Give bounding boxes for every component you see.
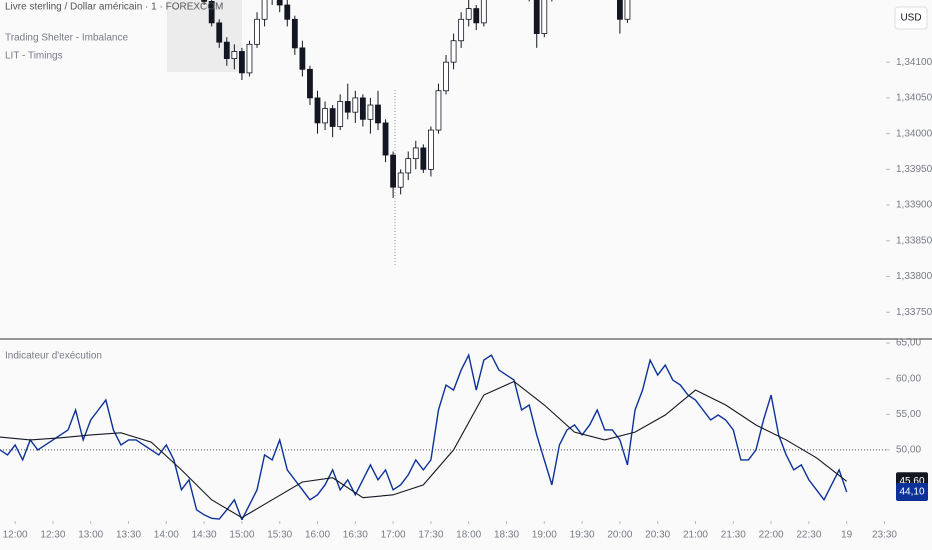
x-tick-label: 18:30 — [494, 530, 519, 541]
y-tick-label: 1,33800 — [896, 271, 932, 282]
x-tick-label: 19:30 — [570, 530, 595, 541]
candle-body — [458, 18, 465, 42]
candle-body — [420, 147, 427, 170]
candle-body — [435, 90, 442, 131]
x-tick-label: 12:30 — [40, 530, 65, 541]
x-tick-label: 19 — [841, 530, 853, 541]
x-tick-label: 13:30 — [116, 530, 141, 541]
x-tick-label: 14:30 — [192, 530, 217, 541]
last-value-box — [896, 482, 928, 501]
indicator-plot — [0, 353, 886, 520]
x-tick-label: 13:00 — [78, 530, 103, 541]
candle-body — [337, 101, 344, 127]
x-tick-label: 16:30 — [343, 530, 368, 541]
imbalance-zone — [167, 0, 242, 72]
candle-body — [201, 0, 208, 2]
x-tick-label: 22:30 — [796, 530, 821, 541]
y-tick-label: 1,34100 — [896, 57, 932, 68]
currency-box[interactable] — [894, 6, 928, 30]
x-tick-label: 20:30 — [645, 530, 670, 541]
candle-body — [239, 51, 245, 74]
x-tick-label: 15:00 — [229, 530, 254, 541]
y-tick-label: 1,34050 — [896, 93, 932, 104]
y-tick-label: 1,33950 — [896, 164, 932, 175]
candle-body — [246, 43, 253, 74]
indicator-name: LIT - Timings — [5, 51, 63, 62]
x-tick-label: 19:00 — [532, 530, 557, 541]
candle-body — [367, 104, 374, 120]
x-tick-label: 20:00 — [607, 530, 632, 541]
candle-body — [541, 0, 548, 34]
x-tick-label: 16:00 — [305, 530, 330, 541]
symbol-title: Livre sterling / Dollar américain · 1 · … — [5, 2, 223, 13]
candle-body — [397, 172, 404, 188]
candle-body — [208, 1, 215, 24]
candle-body — [465, 8, 472, 20]
candle-body — [299, 47, 306, 70]
candle-body — [223, 41, 230, 59]
candle-body — [382, 122, 389, 156]
candle-body — [284, 4, 291, 20]
candle-body — [616, 0, 623, 20]
candle-body — [375, 104, 381, 124]
candle-body — [359, 97, 366, 120]
candle-body — [405, 158, 412, 174]
y-tick-label: 65,00 — [896, 338, 921, 349]
candle-body — [231, 51, 238, 59]
candle-body — [322, 108, 328, 124]
y-tick-label: 55,00 — [896, 409, 921, 420]
y-tick-label: 1,33750 — [896, 307, 932, 318]
candle-body — [329, 108, 336, 127]
y-tick-label: 1,33900 — [896, 200, 932, 211]
candle-body — [412, 147, 419, 160]
candle-body — [443, 61, 449, 92]
last-value-label: 44,10 — [899, 487, 924, 498]
indicator-title: Indicateur d'exécution — [5, 351, 102, 362]
y-tick-label: 50,00 — [896, 445, 921, 456]
x-tick-label: 17:30 — [418, 530, 443, 541]
series-line — [0, 353, 848, 520]
x-tick-label: 15:30 — [267, 530, 292, 541]
currency[interactable]: USD — [900, 13, 921, 24]
candle-body — [390, 154, 397, 188]
y-tick-label: 1,34000 — [896, 128, 932, 139]
candle-body — [261, 0, 268, 20]
y-tick-label: 60,00 — [896, 373, 921, 384]
x-tick-label: 17:00 — [381, 530, 406, 541]
indicator-name: Trading Shelter - Imbalance — [5, 33, 128, 44]
candle-body — [450, 40, 457, 63]
candle-body — [480, 0, 487, 24]
candle-body — [314, 97, 321, 124]
candle-body — [216, 22, 223, 43]
x-tick-label: 21:30 — [721, 530, 746, 541]
candle-body — [352, 97, 359, 113]
candle-body — [428, 129, 434, 170]
x-tick-label: 18:00 — [456, 530, 481, 541]
series-line — [0, 380, 848, 519]
last-value-label: 45,60 — [899, 476, 924, 487]
candle-body — [344, 101, 351, 113]
candle-body — [624, 0, 631, 20]
candle-body — [276, 0, 283, 6]
candle-body — [533, 0, 540, 34]
y-tick-label: 1,33850 — [896, 235, 932, 246]
x-tick-label: 14:00 — [154, 530, 179, 541]
candle-body — [291, 18, 298, 49]
x-tick-label: 23:30 — [872, 530, 897, 541]
x-tick-label: 22:00 — [759, 530, 784, 541]
candle-body — [254, 18, 260, 45]
candle-body — [307, 68, 313, 99]
candle-body — [473, 8, 480, 24]
x-tick-label: 21:00 — [683, 530, 708, 541]
x-tick-label: 12:00 — [3, 530, 28, 541]
price-plot — [201, 0, 631, 198]
